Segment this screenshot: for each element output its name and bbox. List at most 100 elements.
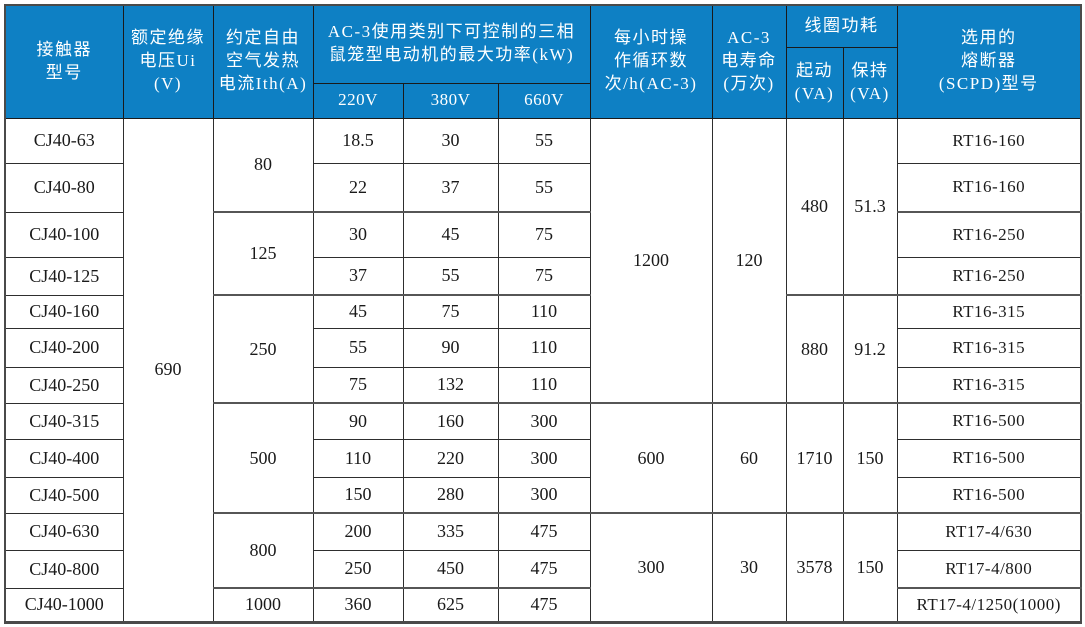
header-380v: 380V (402, 82, 499, 119)
header-660v: 660V (497, 82, 591, 119)
cell-model: CJ40-63 (4, 117, 124, 164)
cell-coil-start: 880 (785, 294, 844, 404)
cell-fuse: RT16-160 (896, 117, 1082, 164)
cell-fuse: RT17-4/630 (896, 512, 1082, 551)
cell-power-380v: 55 (402, 256, 499, 296)
cell-model: CJ40-80 (4, 162, 124, 213)
table-row: CJ40-400 110 220 300 RT16-500 (4, 438, 1082, 478)
cell-power-660v: 475 (497, 587, 591, 623)
cell-power-660v: 55 (497, 162, 591, 213)
cell-model: CJ40-100 (4, 211, 124, 258)
cell-power-220v: 18.5 (312, 117, 404, 164)
cell-power-660v: 110 (497, 294, 591, 329)
cell-fuse: RT16-250 (896, 211, 1082, 258)
cell-power-220v: 45 (312, 294, 404, 329)
cell-rated-voltage: 690 (122, 117, 214, 623)
cell-power-220v: 75 (312, 366, 404, 404)
header-220v: 220V (312, 82, 404, 119)
header-cycles-per-hour: 每小时操 作循环数 次/h(AC-3) (589, 4, 713, 119)
cell-cycles: 1200 (589, 117, 713, 404)
cell-cycles: 600 (589, 402, 713, 514)
cell-fuse: RT17-4/800 (896, 549, 1082, 589)
table-row: CJ40-63 690 80 18.5 30 55 1200 120 480 5… (4, 117, 1082, 623)
cell-power-380v: 450 (402, 549, 499, 589)
cell-power-380v: 625 (402, 587, 499, 623)
cell-power-220v: 22 (312, 162, 404, 213)
header-coil-power-group: 线圈功耗 (785, 4, 898, 48)
cell-model: CJ40-1000 (4, 587, 124, 623)
cell-model: CJ40-400 (4, 438, 124, 478)
cell-fuse: RT16-315 (896, 327, 1082, 368)
cell-power-380v: 37 (402, 162, 499, 213)
cell-power-380v: 45 (402, 211, 499, 258)
cell-power-220v: 37 (312, 256, 404, 296)
cell-power-660v: 75 (497, 256, 591, 296)
contactor-spec-table: 接触器 型号 额定绝缘 电压Ui (V) 约定自由 空气发热 电流Ith(A) … (4, 4, 1082, 624)
cell-power-380v: 30 (402, 117, 499, 164)
header-fuse-type: 选用的 熔断器 (SCPD)型号 (896, 4, 1082, 119)
table-row: CJ40-160 250 45 75 110 880 91.2 RT16-315 (4, 294, 1082, 404)
cell-power-220v: 55 (312, 327, 404, 368)
cell-power-380v: 280 (402, 476, 499, 514)
cell-coil-hold: 150 (842, 402, 898, 514)
cell-power-220v: 250 (312, 549, 404, 589)
table-row: CJ40-630 800 200 335 475 300 30 3578 150… (4, 512, 1082, 623)
cell-power-660v: 300 (497, 402, 591, 440)
cell-fuse: RT17-4/1250(1000) (896, 587, 1082, 623)
cell-power-660v: 300 (497, 438, 591, 478)
cell-cycles: 300 (589, 512, 713, 623)
table-body: CJ40-63 690 80 18.5 30 55 1200 120 480 5… (4, 117, 1082, 623)
cell-electrical-life: 120 (711, 117, 787, 404)
table-row: CJ40-200 55 90 110 RT16-315 (4, 327, 1082, 368)
header-model: 接触器 型号 (4, 4, 124, 119)
cell-model: CJ40-200 (4, 327, 124, 368)
header-electrical-life: AC-3 电寿命 (万次) (711, 4, 787, 119)
cell-coil-start: 3578 (785, 512, 844, 623)
header-coil-hold: 保持 (VA) (842, 46, 898, 119)
cell-power-380v: 220 (402, 438, 499, 478)
header-coil-start: 起动 (VA) (785, 46, 844, 119)
cell-thermal-current: 250 (212, 294, 314, 404)
cell-power-380v: 90 (402, 327, 499, 368)
cell-fuse: RT16-315 (896, 366, 1082, 404)
cell-model: CJ40-125 (4, 256, 124, 296)
cell-model: CJ40-630 (4, 512, 124, 551)
cell-model: CJ40-160 (4, 294, 124, 329)
cell-power-660v: 75 (497, 211, 591, 258)
cell-fuse: RT16-250 (896, 256, 1082, 296)
header-rated-insulation-voltage: 额定绝缘 电压Ui (V) (122, 4, 214, 119)
cell-power-220v: 30 (312, 211, 404, 258)
cell-power-380v: 75 (402, 294, 499, 329)
cell-power-660v: 300 (497, 476, 591, 514)
cell-power-660v: 110 (497, 327, 591, 368)
table-row: CJ40-500 150 280 300 RT16-500 (4, 476, 1082, 514)
table-row: CJ40-800 250 450 475 RT17-4/800 (4, 549, 1082, 589)
cell-fuse: RT16-160 (896, 162, 1082, 213)
cell-fuse: RT16-500 (896, 402, 1082, 440)
table-header: 接触器 型号 额定绝缘 电压Ui (V) 约定自由 空气发热 电流Ith(A) … (4, 4, 1082, 119)
cell-thermal-current: 800 (212, 512, 314, 589)
cell-model: CJ40-315 (4, 402, 124, 440)
cell-power-660v: 55 (497, 117, 591, 164)
cell-power-380v: 132 (402, 366, 499, 404)
cell-power-380v: 335 (402, 512, 499, 551)
cell-model: CJ40-800 (4, 549, 124, 589)
cell-electrical-life: 60 (711, 402, 787, 514)
cell-fuse: RT16-500 (896, 438, 1082, 478)
cell-coil-start: 1710 (785, 402, 844, 514)
cell-power-220v: 110 (312, 438, 404, 478)
cell-power-220v: 200 (312, 512, 404, 551)
table-row: CJ40-1000 1000 360 625 475 RT17-4/1250(1… (4, 587, 1082, 623)
header-thermal-current: 约定自由 空气发热 电流Ith(A) (212, 4, 314, 119)
cell-thermal-current: 500 (212, 402, 314, 514)
table-row: CJ40-100 125 30 45 75 RT16-250 (4, 211, 1082, 296)
cell-power-220v: 360 (312, 587, 404, 623)
cell-model: CJ40-500 (4, 476, 124, 514)
cell-power-660v: 110 (497, 366, 591, 404)
cell-power-660v: 475 (497, 549, 591, 589)
cell-thermal-current: 125 (212, 211, 314, 296)
cell-thermal-current: 1000 (212, 587, 314, 623)
cell-power-220v: 150 (312, 476, 404, 514)
cell-fuse: RT16-500 (896, 476, 1082, 514)
